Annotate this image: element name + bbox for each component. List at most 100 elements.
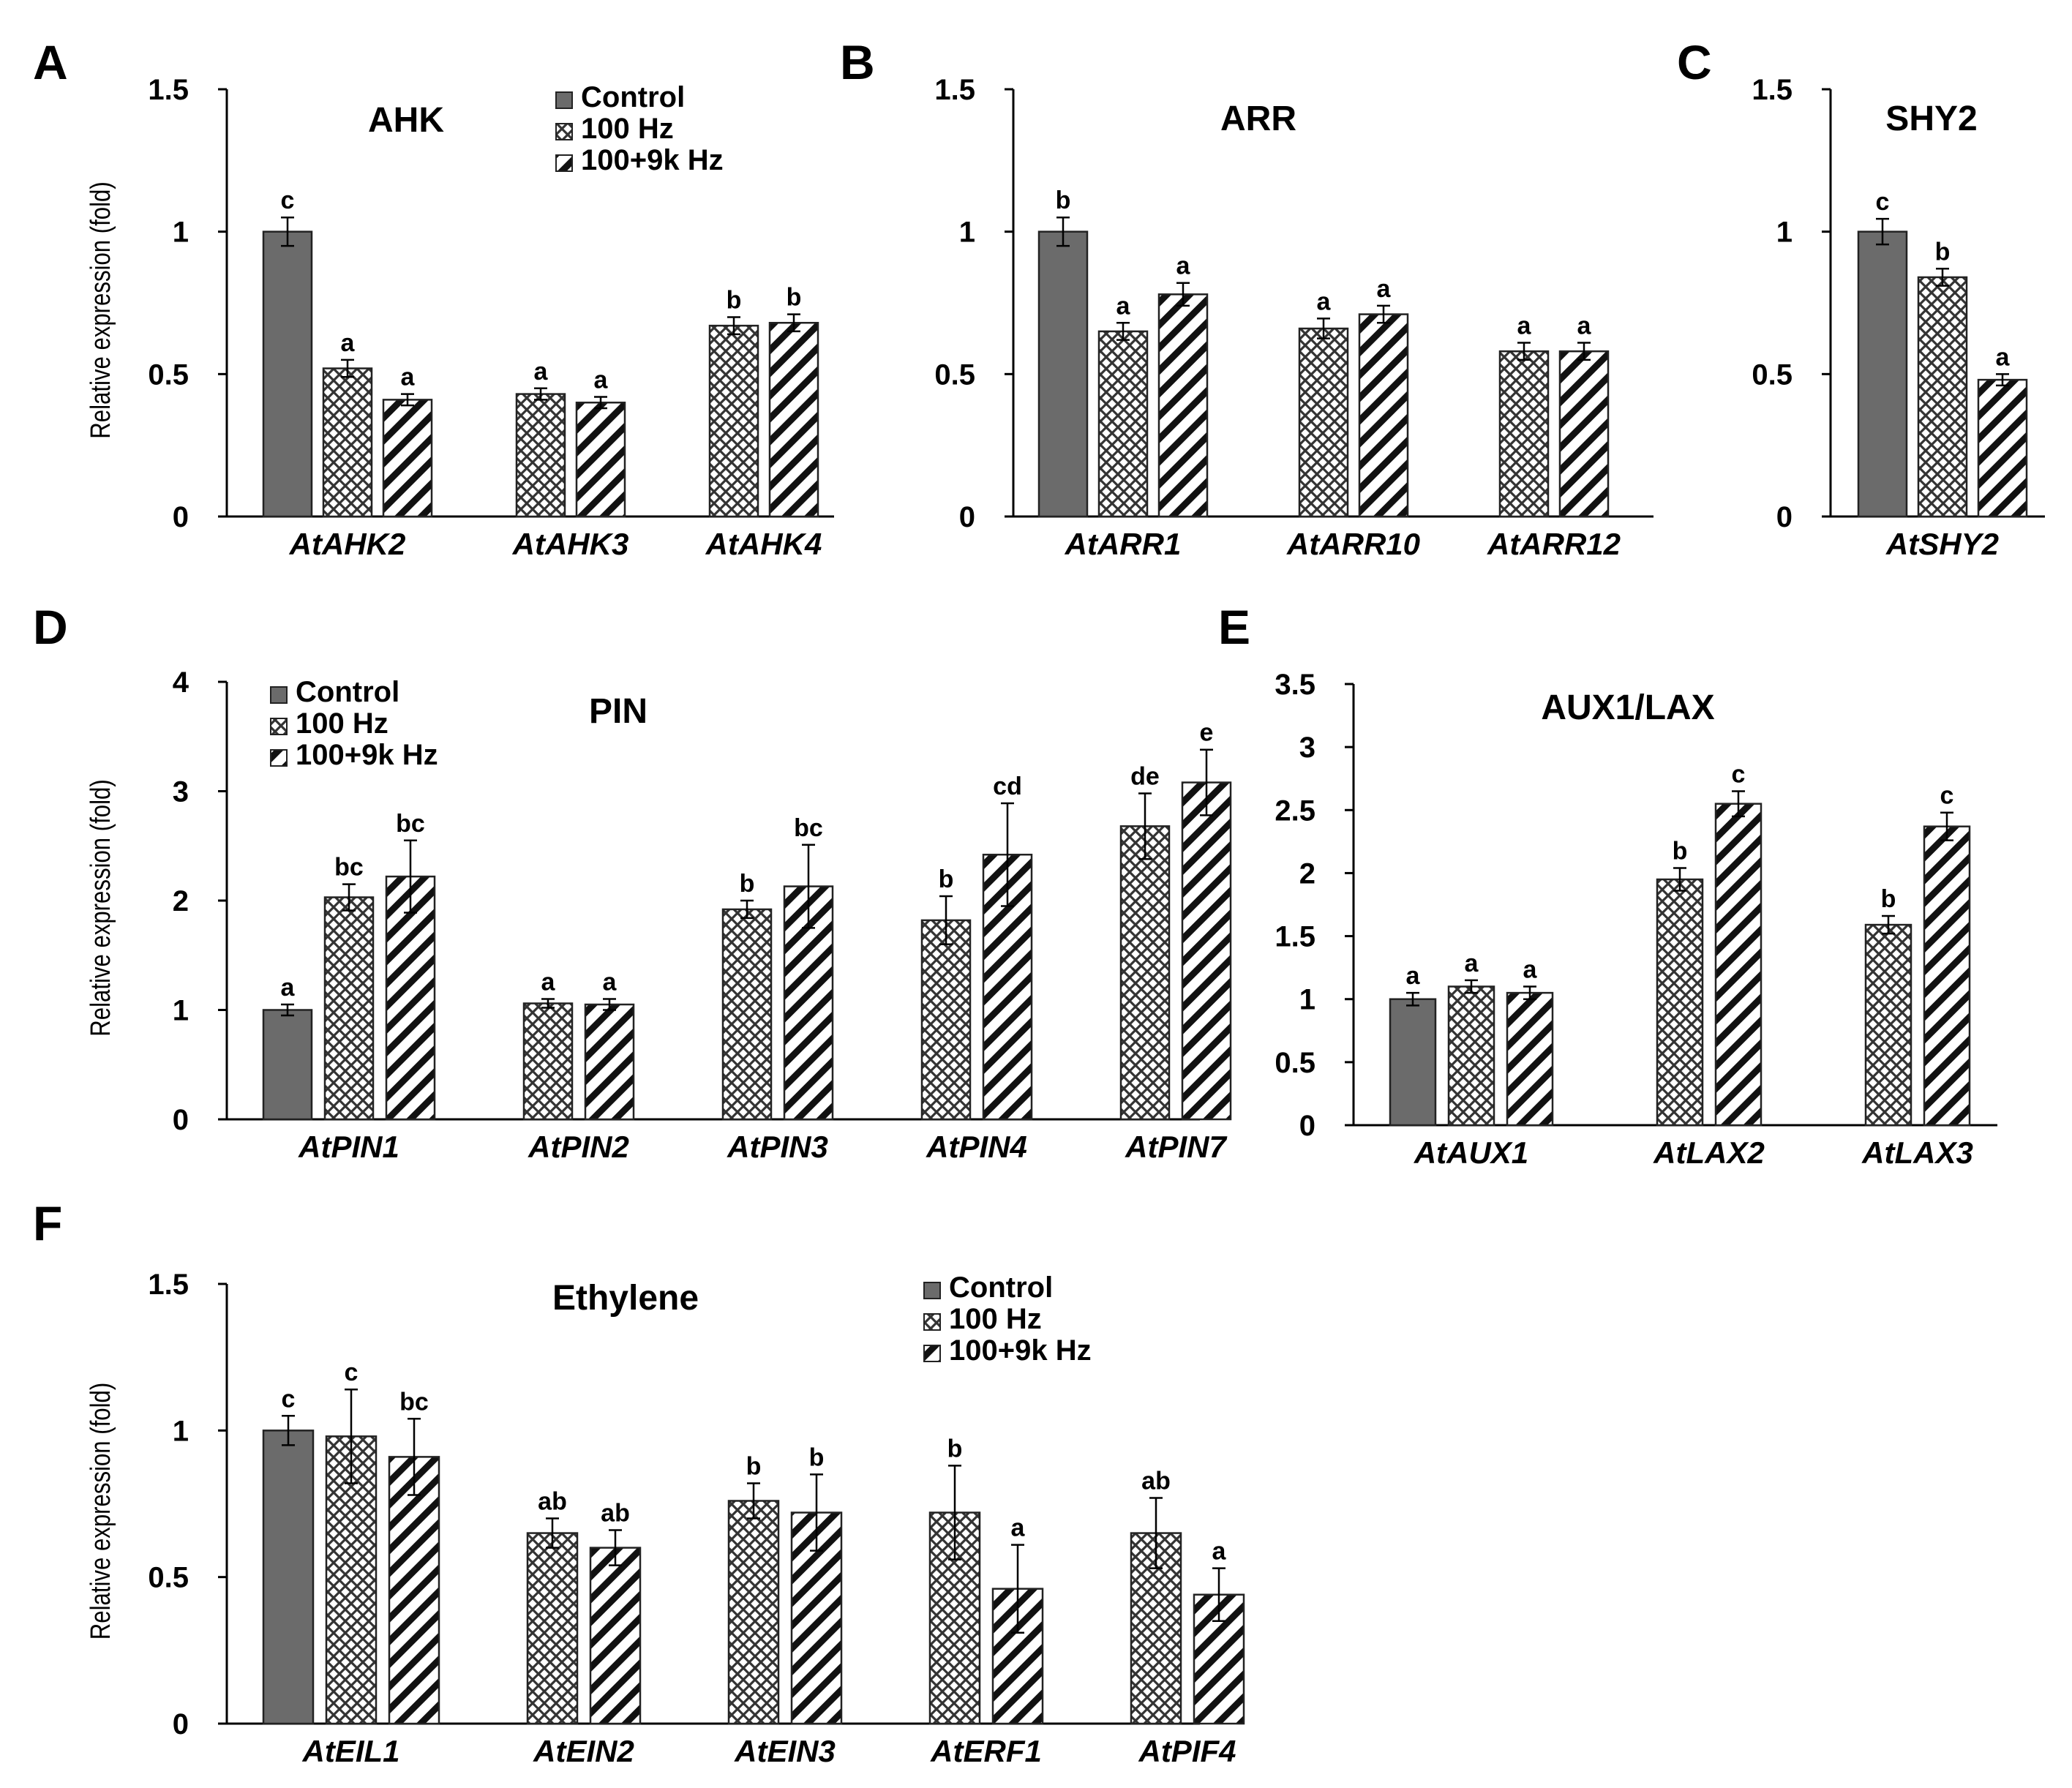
significance-label: a [281, 974, 296, 1002]
bar-atein2-100-hz [526, 1532, 579, 1725]
bar-atarr1-100-9k-hz [1157, 293, 1209, 518]
legend-swatch [270, 686, 288, 704]
y-axis-label: Relative expression (fold) [86, 779, 116, 1036]
significance-label: a [1517, 312, 1532, 340]
bar-atpin3-100-hz [721, 908, 773, 1121]
legend-swatch [555, 91, 573, 109]
y-tick-label: 0 [173, 1708, 189, 1740]
significance-label: c [345, 1359, 359, 1386]
bar-ataux1-100-hz [1447, 985, 1495, 1127]
bar-atlax2-100-9k-hz [1714, 803, 1763, 1127]
significance-label: b [939, 865, 954, 893]
significance-label: b [746, 1452, 762, 1480]
panel-letter: B [840, 35, 875, 89]
category-label: AtLAX3 [1861, 1135, 1973, 1170]
significance-label: a [1465, 950, 1479, 977]
panel-letter: D [33, 600, 68, 654]
category-label: AtPIN1 [298, 1130, 399, 1164]
category-label: AtEIL1 [301, 1734, 399, 1768]
bar-atein3-100-hz [727, 1500, 780, 1725]
y-tick-label: 0.5 [1752, 358, 1793, 391]
panel-letter: C [1677, 35, 1712, 89]
significance-label: a [594, 366, 609, 394]
category-label: AtAUX1 [1414, 1135, 1528, 1170]
y-tick-label: 1 [173, 217, 189, 249]
y-tick-label: 1 [959, 217, 975, 249]
significance-label: a [1406, 962, 1421, 990]
category-label: AtARR10 [1286, 527, 1420, 561]
y-tick-label: 0 [173, 1104, 189, 1136]
chart-title: PIN [589, 692, 648, 731]
y-tick-label: 1 [173, 1415, 189, 1447]
category-label: AtEIN2 [533, 1734, 634, 1768]
significance-label: bc [396, 810, 425, 838]
legend-swatch [270, 718, 288, 735]
significance-label: c [282, 1385, 296, 1413]
bar-atshy2-100-9k-hz [1977, 378, 2028, 518]
bar-atshy2-control [1857, 230, 1908, 518]
significance-label: cd [993, 773, 1022, 800]
y-tick-label: 1.5 [148, 1269, 189, 1301]
chart-panel-a: A AHK 0 0.5 1 1.5 Relative expression (fold) c a… [33, 35, 834, 561]
bar-atein2-100-9k-hz [589, 1547, 642, 1725]
significance-label: c [1732, 760, 1746, 788]
significance-label: b [740, 870, 755, 898]
significance-label: c [1940, 782, 1954, 810]
significance-label: b [787, 284, 802, 312]
significance-label: a [1996, 343, 2011, 371]
legend-swatch [270, 749, 288, 767]
y-axis-label: Relative expression (fold) [86, 181, 116, 438]
y-tick-label: 1.5 [148, 74, 189, 106]
legend-label: 100+9k Hz [296, 739, 438, 771]
category-label: AtAHK3 [512, 527, 629, 561]
y-tick-label: 0.5 [148, 358, 189, 391]
significance-label: bc [794, 814, 823, 842]
bar-atarr1-100-hz [1097, 330, 1149, 518]
bar-atarr12-100-hz [1498, 350, 1550, 518]
category-label: AtPIN4 [926, 1130, 1027, 1164]
legend-swatch [923, 1282, 941, 1299]
chart-title: AHK [368, 101, 444, 140]
significance-label: a [1577, 312, 1592, 340]
significance-label: a [534, 358, 549, 386]
bar-ataux1-control [1389, 998, 1437, 1127]
significance-label: b [809, 1443, 825, 1471]
legend-label: 100 Hz [296, 707, 388, 740]
y-tick-label: 2 [1299, 857, 1315, 890]
bar-atpin7-100-9k-hz [1181, 781, 1232, 1121]
significance-label: a [1377, 275, 1392, 303]
category-label: AtAHK2 [289, 527, 406, 561]
significance-label: a [1176, 252, 1191, 280]
legend-swatch [923, 1345, 941, 1362]
y-tick-label: 1.5 [934, 74, 975, 106]
significance-label: a [1523, 955, 1538, 983]
significance-label: c [281, 187, 295, 214]
bar-ateil1-100-hz [325, 1435, 378, 1725]
y-tick-label: 0 [1776, 501, 1793, 533]
category-label: AtEIN3 [734, 1734, 836, 1768]
bar-atarr10-100-hz [1298, 327, 1349, 518]
bar-ateil1-control [262, 1430, 315, 1725]
y-tick-label: 0.5 [1275, 1047, 1315, 1079]
y-tick-label: 0.5 [148, 1562, 189, 1594]
y-tick-label: 0 [1299, 1110, 1315, 1142]
category-label: AtERF1 [930, 1734, 1042, 1768]
chart-panel-e: E AUX1/LAX 0 0.5 1 1.5 2 2.5 3 3.5 a a a AtAUX1 b c AtLA… [1218, 600, 1997, 1170]
legend-swatch [923, 1313, 941, 1331]
y-tick-label: 1 [1776, 217, 1793, 249]
category-label: AtARR1 [1065, 527, 1182, 561]
y-tick-label: 1.5 [1275, 921, 1315, 953]
significance-label: e [1200, 719, 1214, 747]
legend-label: Control [949, 1271, 1053, 1304]
bar-atpif4-100-9k-hz [1193, 1593, 1245, 1725]
legend-label: 100+9k Hz [949, 1334, 1092, 1367]
category-label: AtSHY2 [1885, 527, 1999, 561]
significance-label: bc [399, 1388, 429, 1416]
significance-label: a [1011, 1514, 1026, 1542]
bar-atahk2-100-hz [322, 367, 373, 518]
bar-atlax3-100-9k-hz [1923, 825, 1971, 1127]
significance-label: a [401, 364, 416, 391]
y-tick-label: 0 [959, 501, 975, 533]
significance-label: ab [601, 1500, 630, 1528]
